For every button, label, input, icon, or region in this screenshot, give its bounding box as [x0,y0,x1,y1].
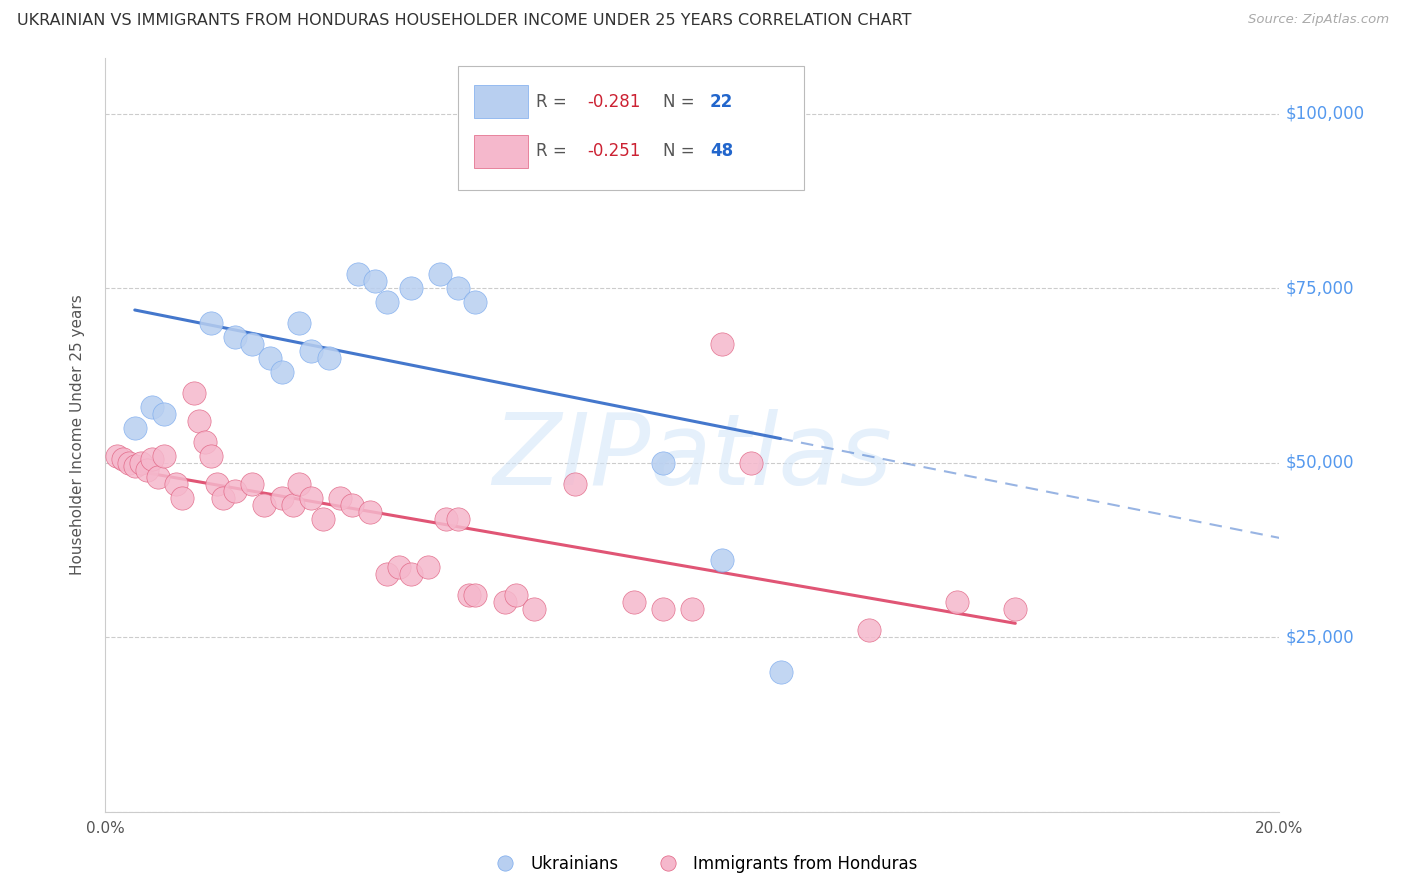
Point [1004,602,1026,616]
Text: N =: N = [664,93,695,111]
Point [283,498,305,512]
Text: -0.281: -0.281 [586,93,640,111]
Point [340,498,363,512]
Text: $25,000: $25,000 [1285,628,1354,646]
Text: -0.251: -0.251 [586,143,640,161]
Text: 48: 48 [710,143,733,161]
Point [399,281,422,295]
Point [118,456,141,470]
Point [375,567,398,582]
Point [458,588,481,602]
Text: R =: R = [536,93,567,111]
Point [124,421,146,435]
Point [434,511,457,525]
Point [945,595,967,609]
Point [240,476,263,491]
Point [211,491,233,505]
Point [153,449,176,463]
Point [593,155,616,169]
Point [288,316,311,330]
Point [170,491,193,505]
Point [347,268,370,282]
Text: UKRAINIAN VS IMMIGRANTS FROM HONDURAS HOUSEHOLDER INCOME UNDER 25 YEARS CORRELAT: UKRAINIAN VS IMMIGRANTS FROM HONDURAS HO… [17,13,911,29]
Point [200,316,222,330]
FancyBboxPatch shape [474,135,529,168]
Point [253,498,276,512]
Point [270,365,292,379]
Point [318,351,340,365]
Point [299,344,322,359]
Legend: Ukrainians, Immigrants from Honduras: Ukrainians, Immigrants from Honduras [482,848,924,880]
Point [288,476,311,491]
Point [652,602,675,616]
Point [399,567,422,582]
Point [505,588,527,602]
Point [311,511,333,525]
Point [129,456,152,470]
Point [623,595,645,609]
FancyBboxPatch shape [457,65,804,190]
Point [194,434,217,449]
Point [682,602,704,616]
Point [224,483,246,498]
Point [375,295,398,310]
Point [494,595,516,609]
Point [200,449,222,463]
Point [710,337,733,351]
FancyBboxPatch shape [474,85,529,119]
Point [240,337,263,351]
Point [858,624,880,638]
Y-axis label: Householder Income Under 25 years: Householder Income Under 25 years [70,294,84,575]
Point [148,469,170,483]
Point [224,330,246,344]
Point [124,459,146,474]
Point [769,665,792,680]
Point [429,268,451,282]
Point [329,491,352,505]
Text: R =: R = [536,143,567,161]
Point [740,456,762,470]
Text: ZIPatlas: ZIPatlas [492,409,893,506]
Point [165,476,187,491]
Point [153,407,176,421]
Point [135,463,157,477]
Point [446,511,468,525]
Point [652,456,675,470]
Point [364,274,387,288]
Point [188,414,211,428]
Text: $75,000: $75,000 [1285,279,1354,297]
Point [710,553,733,567]
Point [464,588,486,602]
Point [388,560,411,574]
Point [359,505,381,519]
Text: $50,000: $50,000 [1285,454,1354,472]
Point [112,452,135,467]
Point [105,449,128,463]
Point [523,602,546,616]
Point [564,476,586,491]
Point [299,491,322,505]
Text: Source: ZipAtlas.com: Source: ZipAtlas.com [1249,13,1389,27]
Point [446,281,468,295]
Point [141,400,163,414]
Point [270,491,292,505]
Point [418,560,440,574]
Point [259,351,281,365]
Point [205,476,228,491]
Text: N =: N = [664,143,695,161]
Point [141,452,163,467]
Point [464,295,486,310]
Text: $100,000: $100,000 [1285,105,1364,123]
Point [183,386,205,401]
Text: 22: 22 [710,93,734,111]
